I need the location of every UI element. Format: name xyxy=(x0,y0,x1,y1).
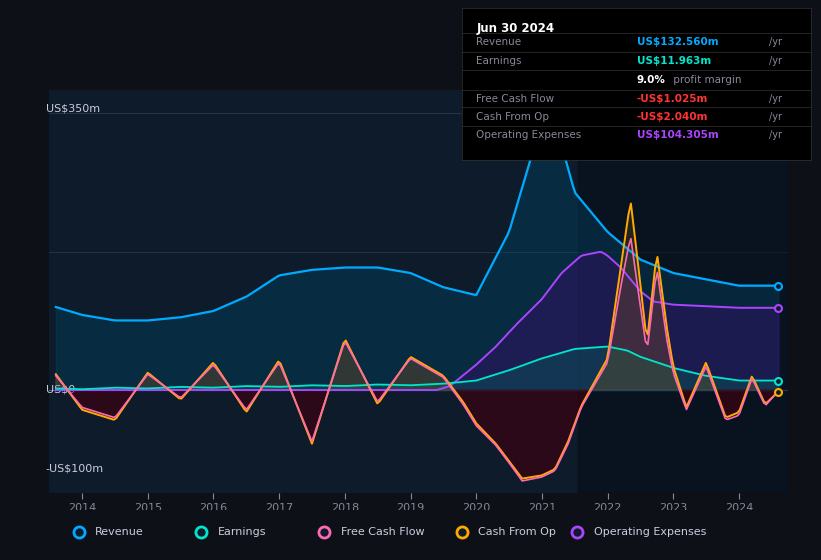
Text: Earnings: Earnings xyxy=(476,55,521,66)
Text: /yr: /yr xyxy=(769,94,782,104)
Text: profit margin: profit margin xyxy=(670,75,741,85)
Text: Revenue: Revenue xyxy=(476,38,521,48)
Text: -US$100m: -US$100m xyxy=(46,464,103,474)
Text: /yr: /yr xyxy=(769,38,782,48)
Text: Earnings: Earnings xyxy=(218,527,267,537)
Text: -US$2.040m: -US$2.040m xyxy=(637,111,709,122)
Text: Free Cash Flow: Free Cash Flow xyxy=(341,527,424,537)
Text: Free Cash Flow: Free Cash Flow xyxy=(476,94,554,104)
Text: /yr: /yr xyxy=(769,111,782,122)
Text: Revenue: Revenue xyxy=(95,527,144,537)
Text: Cash From Op: Cash From Op xyxy=(476,111,549,122)
Text: US$350m: US$350m xyxy=(46,104,99,114)
Text: US$132.560m: US$132.560m xyxy=(637,38,718,48)
Text: US$104.305m: US$104.305m xyxy=(637,130,718,141)
Text: US$11.963m: US$11.963m xyxy=(637,55,711,66)
Text: /yr: /yr xyxy=(769,130,782,141)
Text: -US$1.025m: -US$1.025m xyxy=(637,94,708,104)
Text: Jun 30 2024: Jun 30 2024 xyxy=(476,22,554,35)
Text: Cash From Op: Cash From Op xyxy=(478,527,556,537)
Text: Operating Expenses: Operating Expenses xyxy=(476,130,581,141)
Text: 9.0%: 9.0% xyxy=(637,75,666,85)
Text: Operating Expenses: Operating Expenses xyxy=(594,527,706,537)
Text: /yr: /yr xyxy=(769,55,782,66)
Text: US$0: US$0 xyxy=(46,385,75,395)
Bar xyxy=(578,90,788,493)
